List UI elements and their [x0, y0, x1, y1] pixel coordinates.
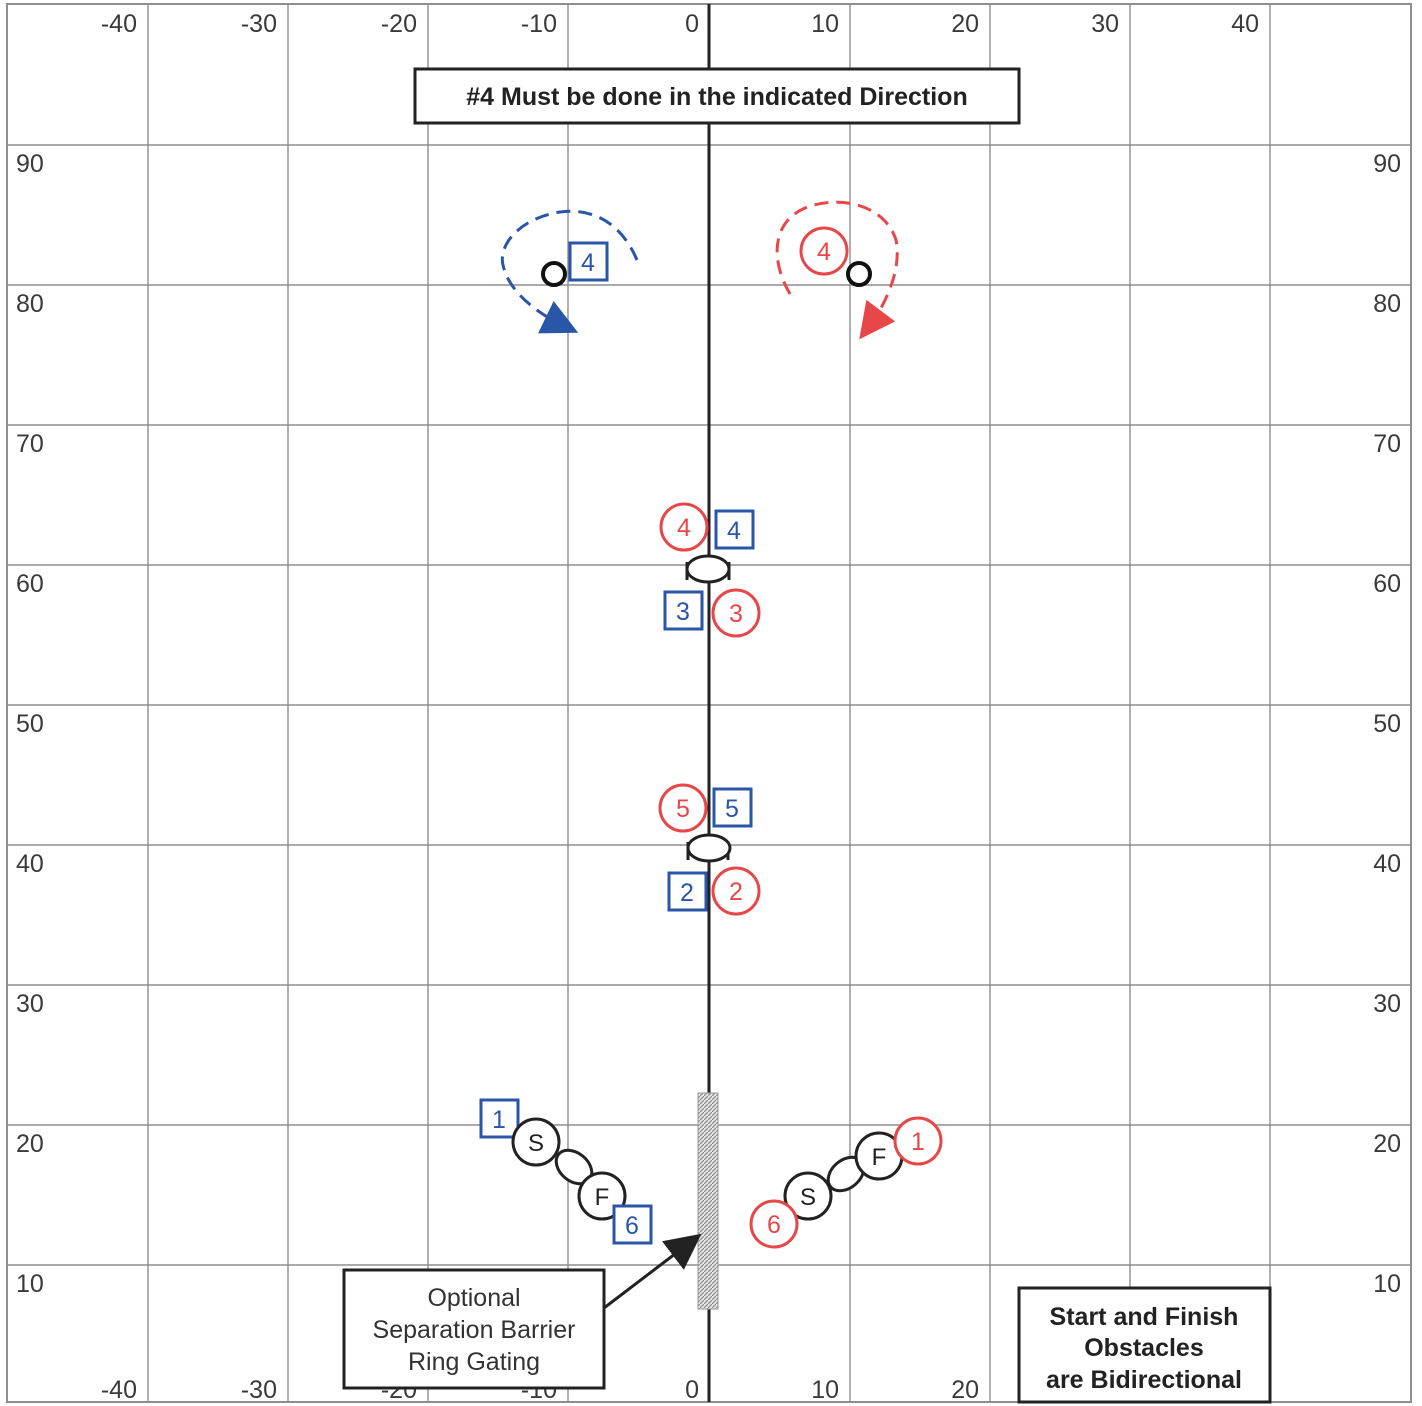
red-marker-label: 5 [676, 795, 690, 823]
blue-marker [568, 241, 609, 282]
blue-turn-obstacle-group: 4 [500, 209, 639, 334]
left-y-axis-labels: 90 80 70 60 50 40 30 20 10 [16, 150, 44, 1298]
blue-marker-label: 6 [625, 1212, 639, 1240]
blue-marker-label: 5 [725, 795, 739, 823]
top-x-tick: 40 [1231, 10, 1259, 38]
top-x-axis-labels: -40 -30 -20 -10 0 10 20 30 40 [101, 10, 1259, 38]
left-y-tick: 20 [16, 1130, 44, 1158]
finish-label: F [595, 1184, 610, 1211]
right-y-tick: 10 [1373, 1270, 1401, 1298]
barrier-callout-line1: Optional [427, 1284, 520, 1312]
start-obstacle [511, 1117, 561, 1167]
right-y-tick: 90 [1373, 150, 1401, 178]
left-y-tick: 60 [16, 570, 44, 598]
bottom-x-tick: -30 [241, 1376, 277, 1404]
red-direction-arrow [775, 200, 899, 340]
right-y-tick: 60 [1373, 570, 1401, 598]
barrier-callout-arrow [603, 1233, 702, 1310]
bottom-x-tick: 20 [951, 1376, 979, 1404]
bidirectional-note-line3: are Bidirectional [1046, 1366, 1242, 1394]
barrier-callout-box: Optional Separation Barrier Ring Gating [342, 1268, 606, 1390]
right-y-tick: 50 [1373, 710, 1401, 738]
top-x-tick: -20 [381, 10, 417, 38]
blue-marker-label: 4 [727, 517, 741, 545]
red-marker-label: 3 [729, 600, 743, 628]
blue-marker-label: 4 [581, 249, 595, 277]
top-x-tick: -30 [241, 10, 277, 38]
red-marker-label: 4 [817, 238, 831, 266]
red-marker [659, 502, 709, 552]
blue-marker [714, 509, 755, 550]
pole-obstacle [541, 261, 567, 287]
direction-note-text: #4 Must be done in the indicated Directi… [466, 83, 967, 111]
left-y-tick: 10 [16, 1270, 44, 1298]
start-label: S [528, 1130, 544, 1157]
start-label: S [800, 1184, 816, 1211]
top-x-tick: 20 [951, 10, 979, 38]
blue-marker [479, 1098, 520, 1139]
right-y-tick: 20 [1373, 1130, 1401, 1158]
blue-marker [667, 871, 708, 912]
right-y-tick: 80 [1373, 290, 1401, 318]
red-marker [711, 866, 761, 916]
red-marker [893, 1116, 943, 1166]
start-obstacle [783, 1171, 833, 1221]
blue-marker [712, 787, 753, 828]
right-y-tick: 40 [1373, 850, 1401, 878]
right-y-tick: 70 [1373, 430, 1401, 458]
center-gate-upper-group: 4 4 3 3 [659, 502, 761, 638]
left-y-tick: 40 [16, 850, 44, 878]
red-marker-label: 2 [729, 878, 743, 906]
blue-marker-label: 3 [676, 598, 690, 626]
finish-label: F [872, 1144, 887, 1171]
red-marker-label: 4 [677, 514, 691, 542]
red-marker [658, 783, 708, 833]
ring-gate-obstacle [685, 554, 731, 584]
red-start-finish-group: F 1 S 6 [749, 1116, 943, 1249]
bottom-x-tick: 0 [685, 1376, 699, 1404]
left-y-tick: 90 [16, 150, 44, 178]
right-y-tick: 30 [1373, 990, 1401, 1018]
top-x-tick: 30 [1091, 10, 1119, 38]
bottom-x-tick: -40 [101, 1376, 137, 1404]
red-marker-label: 1 [911, 1128, 925, 1156]
separation-barrier [697, 1092, 719, 1310]
bidirectional-note-box: Start and Finish Obstacles are Bidirecti… [1017, 1286, 1272, 1404]
left-y-tick: 80 [16, 290, 44, 318]
barrier-callout-line2: Separation Barrier [373, 1316, 576, 1344]
direction-note-box: #4 Must be done in the indicated Directi… [413, 67, 1021, 125]
left-y-tick: 70 [16, 430, 44, 458]
bidirectional-note-line2: Obstacles [1084, 1334, 1204, 1362]
red-marker [749, 1199, 799, 1249]
blue-marker-label: 1 [492, 1106, 506, 1134]
blue-marker [663, 590, 704, 631]
barrier-callout-line3: Ring Gating [408, 1348, 540, 1376]
left-y-tick: 50 [16, 710, 44, 738]
blue-marker [612, 1204, 653, 1245]
bottom-x-tick: 10 [811, 1376, 839, 1404]
top-x-tick: -40 [101, 10, 137, 38]
bidirectional-note-line1: Start and Finish [1050, 1303, 1239, 1331]
right-y-axis-labels: 90 80 70 60 50 40 30 20 10 [1373, 150, 1401, 1298]
red-turn-obstacle-group: 4 [775, 200, 899, 340]
left-y-tick: 30 [16, 990, 44, 1018]
red-marker-label: 6 [767, 1211, 781, 1239]
top-x-tick: 0 [685, 10, 699, 38]
red-marker [799, 226, 849, 276]
blue-marker-label: 2 [680, 879, 694, 907]
blue-start-finish-group: 1 S F 6 [479, 1098, 653, 1245]
ring-gate-obstacle [686, 833, 732, 863]
red-marker [711, 588, 761, 638]
pole-obstacle [846, 261, 872, 287]
top-x-tick: 10 [811, 10, 839, 38]
center-gate-lower-group: 5 5 2 2 [658, 783, 761, 916]
blue-direction-arrow [500, 209, 639, 334]
top-x-tick: -10 [521, 10, 557, 38]
